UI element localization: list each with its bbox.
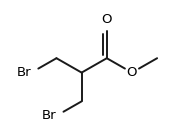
Text: Br: Br (17, 66, 31, 79)
Text: O: O (127, 66, 137, 79)
Text: Br: Br (42, 109, 56, 122)
Text: O: O (102, 13, 112, 26)
